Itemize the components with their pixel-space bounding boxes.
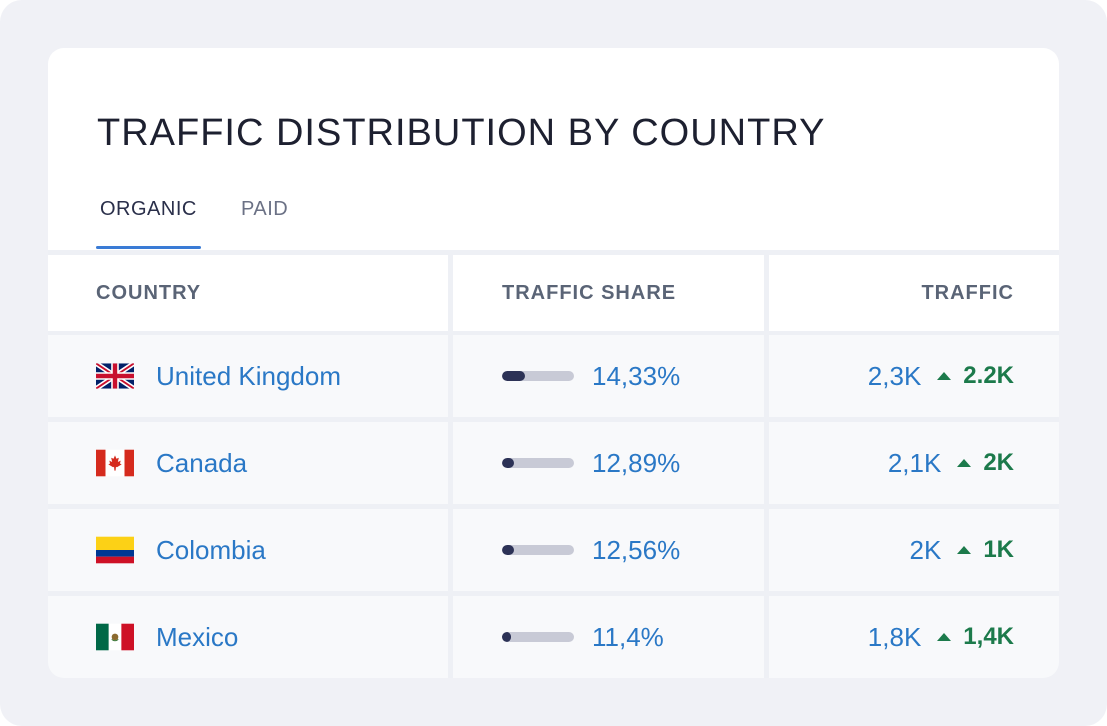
table-row-share-cell: 12,56%: [453, 509, 764, 591]
share-bar-fill: [502, 371, 526, 381]
tab-organic[interactable]: ORGANIC: [100, 198, 197, 220]
column-header-traffic: TRAFFIC: [769, 255, 1059, 331]
colombia-flag-icon: [96, 536, 134, 564]
country-link[interactable]: Colombia: [156, 534, 266, 565]
arrow-up-icon: [937, 633, 952, 641]
country-link[interactable]: United Kingdom: [156, 360, 341, 391]
table-row-country-cell: Canada: [48, 422, 448, 504]
share-value[interactable]: 12,56%: [592, 534, 681, 565]
table-row-country-cell: United Kingdom: [48, 335, 448, 417]
traffic-delta: 1,4K: [963, 623, 1014, 650]
uk-flag-icon: [96, 363, 134, 389]
share-bar-fill: [502, 632, 511, 642]
table-row-traffic-cell: 2K 1K: [769, 509, 1059, 591]
mexico-flag-icon: [96, 623, 134, 651]
traffic-delta: 2.2K: [963, 362, 1014, 389]
tab-paid[interactable]: PAID: [241, 198, 289, 220]
country-link[interactable]: Canada: [156, 447, 248, 478]
country-link[interactable]: Mexico: [156, 621, 239, 652]
traffic-value[interactable]: 2K: [909, 534, 942, 565]
share-value[interactable]: 11,4%: [592, 621, 664, 652]
share-bar-fill: [502, 458, 515, 468]
traffic-card: TRAFFIC DISTRIBUTION BY COUNTRY ORGANIC …: [48, 48, 1059, 678]
column-header-traffic-share: TRAFFIC SHARE: [453, 255, 764, 331]
share-bar: [502, 371, 574, 381]
table-row-share-cell: 11,4%: [453, 596, 764, 678]
traffic-delta: 1K: [983, 536, 1014, 563]
share-bar-fill: [502, 545, 514, 555]
table-row-traffic-cell: 2,1K 2K: [769, 422, 1059, 504]
table-row-share-cell: 14,33%: [453, 335, 764, 417]
card-header: TRAFFIC DISTRIBUTION BY COUNTRY ORGANIC …: [48, 48, 1059, 250]
share-bar: [502, 545, 574, 555]
arrow-up-icon: [957, 459, 972, 467]
card-title: TRAFFIC DISTRIBUTION BY COUNTRY: [97, 112, 826, 154]
arrow-up-icon: [937, 372, 952, 380]
share-value[interactable]: 12,89%: [592, 447, 681, 478]
table-row-country-cell: Colombia: [48, 509, 448, 591]
share-value[interactable]: 14,33%: [592, 360, 681, 391]
column-header-label: COUNTRY: [96, 281, 202, 304]
traffic-value[interactable]: 2,3K: [867, 360, 922, 391]
canada-flag-icon: [96, 449, 134, 477]
column-header-country: COUNTRY: [48, 255, 448, 331]
column-header-label: TRAFFIC SHARE: [502, 281, 677, 304]
table-row-traffic-cell: 1,8K 1,4K: [769, 596, 1059, 678]
arrow-up-icon: [957, 546, 972, 554]
column-header-label: TRAFFIC: [921, 281, 1014, 304]
table-row-traffic-cell: 2,3K 2.2K: [769, 335, 1059, 417]
traffic-value[interactable]: 2,1K: [887, 447, 942, 478]
traffic-value[interactable]: 1,8K: [867, 621, 922, 652]
active-tab-indicator: [96, 246, 201, 249]
share-bar: [502, 632, 574, 642]
share-bar: [502, 458, 574, 468]
table-row-country-cell: Mexico: [48, 596, 448, 678]
table-row-share-cell: 12,89%: [453, 422, 764, 504]
traffic-delta: 2K: [983, 449, 1014, 476]
